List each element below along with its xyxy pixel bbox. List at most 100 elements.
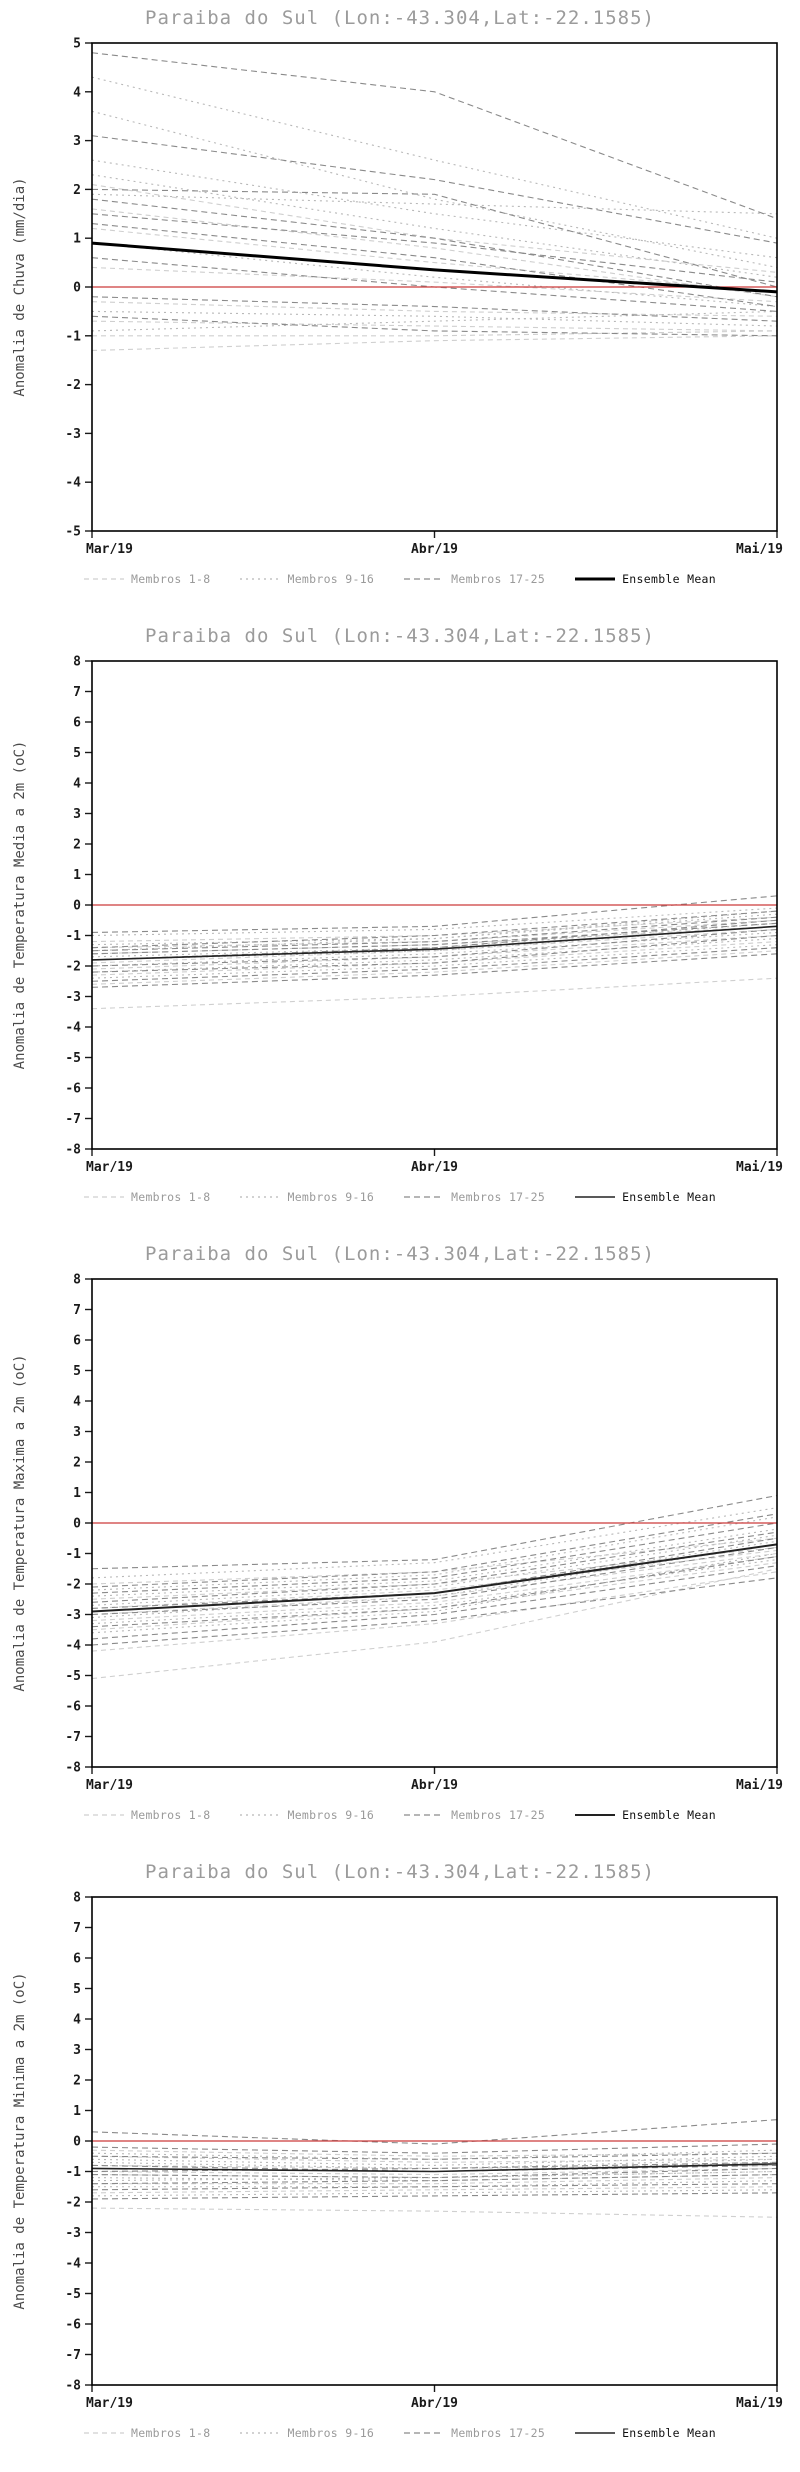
y-tick-label: 8 — [73, 1273, 81, 1288]
legend-label: Membros 1-8 — [131, 572, 211, 586]
legend-label: Membros 9-16 — [287, 572, 375, 586]
y-tick-label: -6 — [65, 1082, 81, 1097]
legend-label: Membros 17-25 — [451, 2426, 546, 2440]
y-tick-label: -4 — [65, 2257, 81, 2272]
y-tick-label: 6 — [73, 716, 81, 731]
y-tick-label: 6 — [73, 1334, 81, 1349]
y-tick-label: 5 — [73, 1982, 81, 1997]
y-tick-label: -2 — [65, 1578, 81, 1593]
legend-item: Membros 17-25 — [404, 572, 545, 586]
y-tick-label: 7 — [73, 685, 81, 700]
ensemble-member-line — [91, 1534, 778, 1606]
legend-item: Membros 17-25 — [404, 1808, 545, 1822]
y-tick-label: 5 — [73, 1364, 81, 1379]
ensemble-member-line — [91, 1537, 778, 1585]
ensemble-member-line — [91, 320, 778, 332]
legend-label: Ensemble Mean — [622, 2426, 716, 2440]
y-tick-label: 3 — [73, 1425, 81, 1440]
ensemble-member-line — [91, 296, 778, 322]
legend-label: Membros 17-25 — [451, 1190, 546, 1204]
y-axis-label: Anomalia de Temperatura Maxima a 2m (oC) — [12, 1354, 28, 1691]
y-tick-label: -5 — [65, 1051, 81, 1066]
x-tick-label: Mar/19 — [86, 1778, 133, 1793]
x-tick-label: Mar/19 — [86, 1160, 133, 1175]
y-tick-label: 1 — [73, 2104, 81, 2119]
ensemble-member-line — [91, 266, 778, 303]
ensemble-mean-line — [91, 1543, 778, 1613]
ensemble-member-line — [91, 895, 778, 933]
y-tick-label: 0 — [73, 1517, 81, 1532]
x-tick-label: Mai/19 — [736, 1778, 783, 1793]
ensemble-member-line — [91, 934, 778, 970]
mean-temp-anomaly-plot-svg: -8 -7 -6 -5 -4 -3 -2 -1 0 1 2 3 4 5 6 7 8 Mar/19 Abr/19 Mai… — [12, 655, 783, 1176]
legend-label: Ensemble Mean — [622, 572, 716, 586]
chart-mean-temp-anomaly: Paraiba do Sul (Lon:-43.304,Lat:-22.1585… — [0, 618, 800, 1236]
ensemble-member-line — [91, 916, 778, 952]
legend-line-sample — [575, 2432, 616, 2434]
ensemble-member-line — [91, 977, 778, 1010]
legend-line-sample — [84, 1196, 124, 1198]
ensemble-member-line — [91, 310, 778, 327]
chart-title: Paraiba do Sul (Lon:-43.304,Lat:-22.1585… — [145, 1861, 655, 1883]
y-tick-label: -2 — [65, 2196, 81, 2211]
legend-label: Membros 1-8 — [131, 1808, 211, 1822]
legend-item: Membros 1-8 — [84, 1190, 210, 1204]
y-tick-label: -4 — [65, 1021, 81, 1036]
ensemble-member-line — [91, 1531, 778, 1603]
ensemble-member-line — [91, 928, 778, 967]
legend-line-sample — [240, 578, 281, 580]
ensemble-member-line — [91, 76, 778, 239]
chart-title: Paraiba do Sul (Lon:-43.304,Lat:-22.1585… — [145, 1243, 655, 1265]
ensemble-member-line — [92, 2177, 778, 2185]
ensemble-member-line — [91, 1556, 778, 1622]
legend-label: Membros 9-16 — [287, 1190, 375, 1204]
legend: Membros 1-8 Membros 9-16 Membros 17-25 Ense… — [0, 1802, 800, 1828]
y-tick-label: -6 — [65, 1700, 81, 1715]
chart-rain-anomaly: Paraiba do Sul (Lon:-43.304,Lat:-22.1585… — [0, 0, 800, 618]
y-tick-label: -4 — [65, 476, 81, 491]
ensemble-member-line — [91, 1543, 778, 1619]
ensemble-member-line — [91, 198, 778, 298]
ensemble-member-line — [91, 315, 778, 337]
ensemble-mean-line — [91, 2163, 778, 2173]
y-axis-label: Anomalia de Temperatura Minima a 2m (oC) — [12, 1972, 28, 2309]
ensemble-member-line — [91, 1546, 778, 1616]
legend-label: Membros 17-25 — [451, 1808, 546, 1822]
legend-item: Membros 17-25 — [404, 1190, 545, 1204]
ensemble-member-line — [91, 2192, 778, 2200]
y-tick-label: 0 — [73, 899, 81, 914]
ensemble-member-line — [91, 159, 778, 259]
y-tick-label: 4 — [73, 2013, 81, 2028]
ensemble-member-line — [91, 938, 778, 973]
ensemble-member-line — [91, 1549, 778, 1609]
ensemble-member-line — [91, 2167, 778, 2179]
x-tick-label: Abr/19 — [411, 1160, 458, 1175]
ensemble-member-line — [91, 1516, 778, 1591]
ensemble-member-line — [91, 1571, 778, 1652]
ensemble-member-line — [91, 135, 778, 244]
ensemble-member-line — [91, 1522, 778, 1594]
y-tick-label: -5 — [65, 2287, 81, 2302]
ensemble-member-line — [91, 944, 778, 979]
ensemble-member-line — [91, 242, 778, 308]
legend-item: Ensemble Mean — [575, 1190, 716, 1204]
legend-line-sample — [240, 1814, 281, 1816]
legend-item: Membros 1-8 — [84, 2426, 210, 2440]
y-tick-label: 0 — [73, 281, 81, 296]
legend-line-sample — [575, 1196, 616, 1198]
ensemble-member-line — [91, 52, 778, 220]
legend-item: Membros 9-16 — [240, 1808, 374, 1822]
y-tick-label: 3 — [73, 134, 81, 149]
legend-label: Membros 1-8 — [131, 1190, 211, 1204]
legend-label: Membros 9-16 — [287, 2426, 375, 2440]
ensemble-member-line — [91, 950, 778, 985]
ensemble-member-line — [91, 910, 778, 946]
y-tick-label: 4 — [73, 777, 81, 792]
y-tick-label: 4 — [73, 85, 81, 100]
ensemble-member-line — [91, 1552, 778, 1634]
ensemble-member-line — [91, 2174, 778, 2185]
y-tick-label: -7 — [65, 1730, 81, 1745]
y-tick-label: -6 — [65, 2318, 81, 2333]
y-tick-label: 1 — [73, 1486, 81, 1501]
ensemble-member-line — [91, 2189, 778, 2197]
